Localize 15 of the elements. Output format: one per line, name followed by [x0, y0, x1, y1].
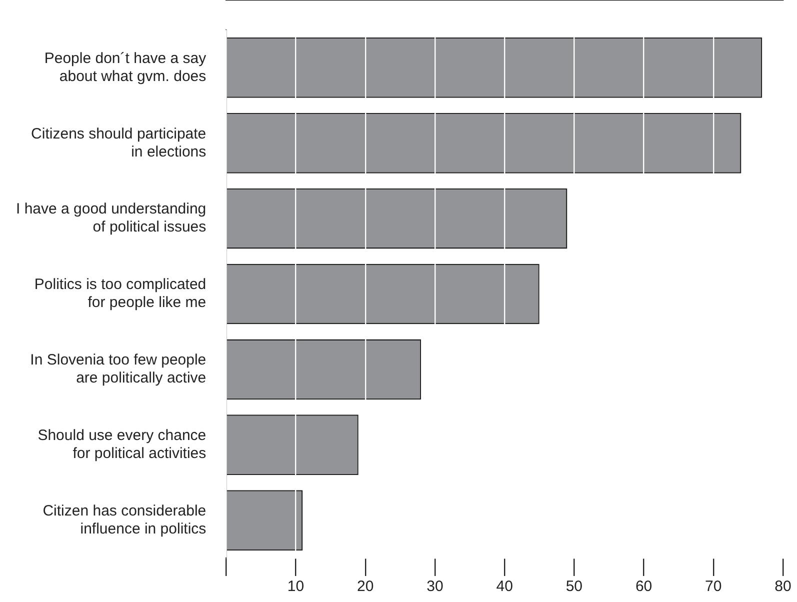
x-tick-label: 80 — [774, 578, 792, 596]
y-tick-label: Should use every chance for political activities — [38, 427, 206, 462]
x-tick-label: 40 — [496, 578, 513, 596]
x-tick-label: 30 — [426, 578, 444, 596]
x-tick-label: 20 — [357, 578, 374, 596]
y-tick-label: Citizen has considerable influence in politics — [42, 502, 206, 538]
y-tick-label: Citizens should participate in elections — [31, 125, 206, 160]
y-tick-label: Politics is too complicated for people like me — [34, 276, 206, 312]
y-tick-label: I have a good understanding of political issues — [16, 200, 206, 236]
x-tick-label: 50 — [566, 578, 583, 596]
x-tick-label: 60 — [635, 578, 652, 596]
x-tick-label: 10 — [287, 578, 304, 596]
x-tick-label: 70 — [705, 578, 722, 596]
y-tick-label: In Slovenia too few people are politically active — [30, 352, 206, 387]
y-tick-label: People don´t have a say about what gvm. does — [44, 50, 207, 85]
